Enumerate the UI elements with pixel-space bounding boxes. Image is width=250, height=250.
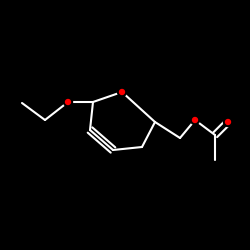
Circle shape	[226, 120, 230, 124]
Circle shape	[64, 98, 72, 106]
Circle shape	[192, 118, 198, 122]
Circle shape	[224, 118, 232, 126]
Circle shape	[118, 88, 126, 96]
Circle shape	[66, 100, 70, 104]
Circle shape	[120, 90, 124, 94]
Circle shape	[190, 116, 200, 124]
